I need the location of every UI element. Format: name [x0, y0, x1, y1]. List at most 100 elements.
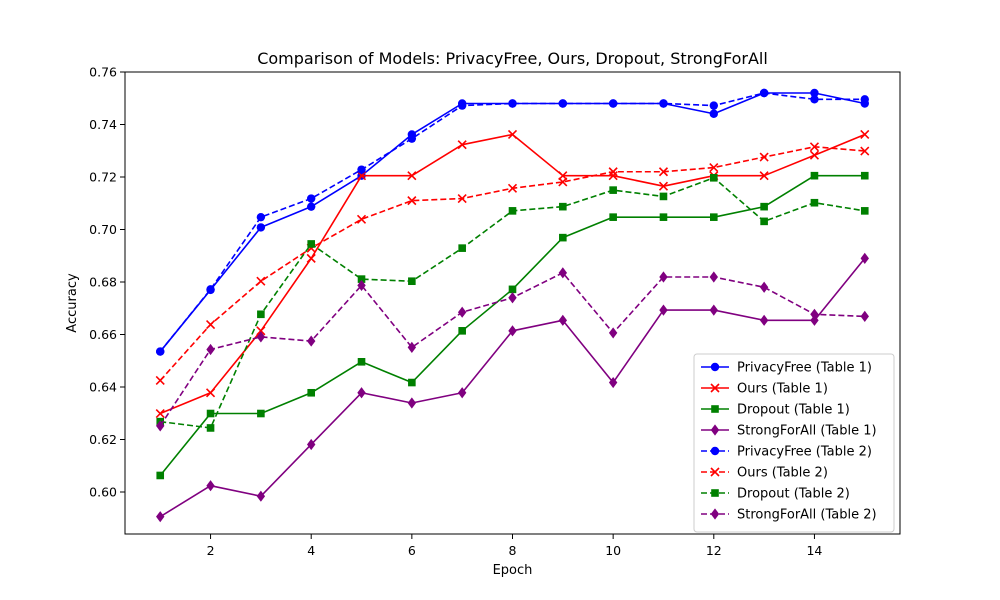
data-point	[709, 173, 718, 182]
y-tick-label: 0.62	[89, 432, 117, 447]
legend-label: Dropout (Table 2)	[737, 487, 850, 502]
data-point	[810, 198, 819, 207]
data-point	[809, 150, 820, 160]
data-point	[608, 99, 618, 108]
data-point	[257, 409, 265, 418]
data-point	[759, 314, 769, 326]
data-point	[759, 281, 769, 293]
data-point	[357, 387, 366, 399]
data-point	[307, 194, 316, 203]
data-point	[407, 397, 417, 409]
legend-marker	[710, 362, 720, 372]
data-point	[860, 310, 869, 322]
legend-marker	[711, 489, 719, 497]
data-point	[608, 167, 618, 177]
data-point	[256, 276, 266, 286]
data-point	[256, 212, 266, 222]
data-point	[508, 99, 517, 108]
series-line	[159, 92, 865, 353]
data-point	[307, 335, 316, 347]
data-point	[558, 267, 568, 279]
data-point	[256, 326, 266, 336]
data-point	[559, 233, 567, 242]
data-point	[860, 146, 870, 156]
data-point	[407, 171, 417, 181]
data-point	[658, 181, 669, 191]
data-point	[810, 88, 819, 98]
data-point	[256, 490, 266, 502]
legend-item: Dropout (Table 2)	[701, 487, 850, 502]
y-tick-label: 0.60	[89, 485, 117, 500]
legend-label: PrivacyFree (Table 2)	[737, 445, 872, 460]
data-point	[408, 378, 416, 387]
legend-item: PrivacyFree (Table 2)	[701, 445, 872, 460]
x-axis-label: Epoch	[493, 563, 533, 578]
data-point	[156, 347, 165, 356]
data-point	[508, 292, 517, 304]
legend-item: PrivacyFree (Table 1)	[701, 361, 872, 376]
legend-label: StrongForAll (Table 2)	[737, 508, 877, 523]
data-point	[357, 279, 366, 292]
data-point	[609, 186, 617, 194]
legend-label: Dropout (Table 1)	[737, 403, 850, 418]
data-point	[810, 95, 819, 104]
data-point	[860, 171, 869, 180]
data-point	[307, 438, 316, 451]
data-point	[407, 196, 417, 206]
legend-marker	[710, 424, 720, 436]
data-point	[659, 192, 668, 201]
data-point	[709, 213, 718, 221]
y-tick-label: 0.74	[89, 117, 117, 132]
data-point	[507, 183, 518, 193]
data-point	[709, 304, 718, 316]
legend-item: Ours (Table 1)	[701, 382, 828, 397]
legend: PrivacyFree (Table 1) Ours (Table 1) Dropo…	[693, 353, 895, 533]
legend-label: Ours (Table 2)	[737, 466, 828, 481]
x-tick-label: 12	[706, 543, 722, 558]
y-tick-label: 0.68	[89, 275, 117, 290]
data-point	[206, 409, 215, 418]
data-point	[659, 304, 668, 316]
legend-marker	[710, 508, 720, 520]
legend-marker	[710, 383, 720, 393]
data-point	[559, 202, 567, 211]
data-point	[408, 277, 416, 286]
data-point	[658, 167, 669, 177]
x-tick-label: 8	[509, 543, 517, 558]
data-point	[608, 327, 618, 339]
legend-marker	[711, 405, 719, 413]
data-point	[458, 327, 466, 335]
x-tick-label: 10	[605, 543, 621, 558]
data-point	[357, 165, 366, 174]
legend-item: Dropout (Table 1)	[701, 403, 850, 418]
chart-title: Comparison of Models: PrivacyFree, Ours,…	[257, 49, 768, 68]
legend-marker	[710, 467, 720, 477]
data-point	[155, 408, 165, 419]
data-point	[810, 171, 819, 180]
data-point	[256, 331, 266, 343]
series-4	[156, 252, 869, 523]
data-point	[206, 343, 215, 356]
data-point	[709, 162, 719, 173]
data-point	[307, 240, 316, 248]
data-point	[709, 109, 718, 118]
y-tick-label: 0.72	[89, 170, 117, 185]
x-tick-label: 6	[408, 543, 416, 558]
data-point	[759, 152, 769, 162]
data-point	[256, 223, 266, 232]
data-point	[206, 480, 215, 492]
x-tick-label: 2	[207, 543, 215, 558]
data-point	[860, 207, 869, 215]
data-point	[659, 271, 668, 283]
data-point	[759, 88, 769, 98]
series-5	[156, 88, 869, 356]
legend-item: Ours (Table 2)	[701, 466, 828, 481]
data-point	[457, 387, 467, 399]
data-point	[356, 214, 367, 224]
data-point	[206, 424, 215, 432]
data-point	[558, 314, 568, 326]
y-tick-label: 0.76	[89, 65, 117, 80]
legend-label: StrongForAll (Table 1)	[737, 424, 877, 439]
data-point	[205, 388, 216, 398]
